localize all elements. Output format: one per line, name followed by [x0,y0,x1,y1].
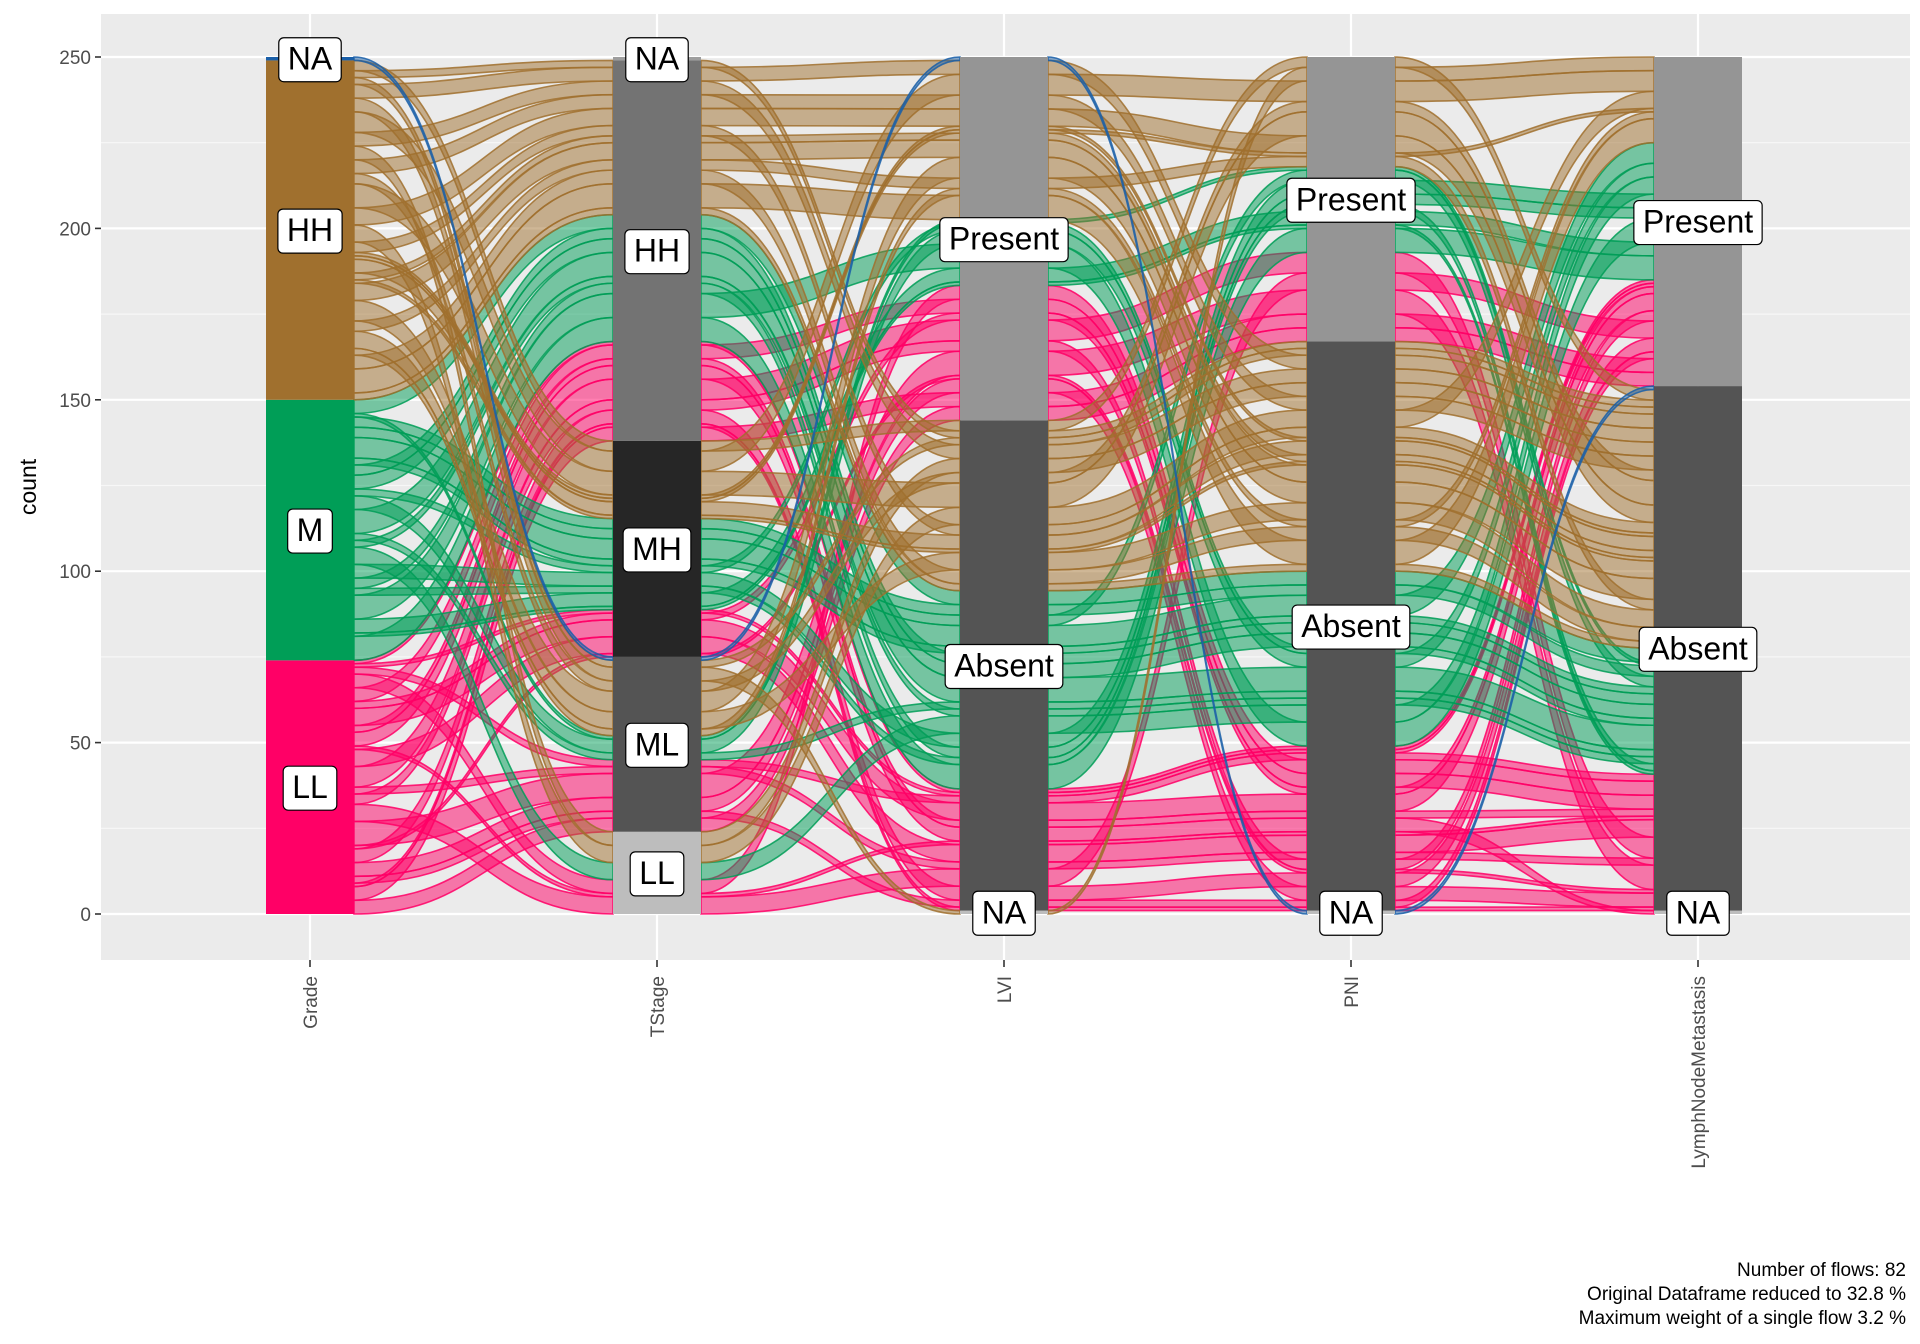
stratum-label: MH [632,531,682,567]
stratum-label-group: Present [1633,199,1763,246]
stratum-label: NA [1329,894,1374,930]
x-tick-label: PNI [1342,976,1363,1008]
stratum-label: Absent [1648,630,1748,666]
flows [353,56,1655,915]
y-tick-label: 50 [70,734,91,755]
stratum-label-box [624,229,690,275]
stratum-label-group: NA [625,37,689,83]
stratum-label: HH [287,212,333,248]
x-axis: Grade TStage LVI PNI LymphNodeMetastasis [301,960,1710,1169]
stratum-label-box [287,508,333,554]
y-tick-label: 250 [59,48,91,69]
stratum-label-group: Absent [1638,626,1758,672]
caption-line: Original Dataframe reduced to 32.8 % [1587,1284,1906,1305]
stratum-label: LL [639,855,675,891]
caption-line: Number of flows: 82 [1737,1260,1906,1281]
stratum-label-group: NA [1666,890,1730,936]
stratum-labels: LL M HH NA LL ML MH HH NA NA Absent Present NA Absent… [277,37,1763,936]
stratum-label-group: M [287,508,333,554]
stratum-label-group: Absent [1291,604,1411,650]
stratum-label: Present [1643,204,1753,240]
stratum-label-box [944,643,1064,690]
y-tick-label: 100 [59,562,91,583]
stratum-label-box [939,217,1069,263]
stratum-label-box [1319,890,1383,936]
stratum-label-group: HH [624,229,690,275]
stratum-label-box [1286,177,1416,223]
stratum-label: Absent [1301,608,1401,644]
stratum-label-box [1666,890,1730,936]
stratum-label-group: NA [972,890,1036,936]
stratum-label: NA [1676,894,1721,930]
stratum-label-box [625,37,689,83]
x-tick-label: LymphNodeMetastasis [1689,976,1710,1169]
stratum-label: M [297,512,324,548]
stratum-label: LL [292,769,328,805]
flow-band [1047,899,1308,908]
stratum-label: NA [288,41,333,77]
stratum-label-box [622,527,692,573]
stratum-label-box [278,37,342,83]
stratum-label-group: MH [622,527,692,573]
stratum-label-box [972,890,1036,936]
stratum-label-group: Absent [944,643,1064,690]
stratum-label-group: ML [625,722,689,768]
stratum-label-box [1638,626,1758,672]
stratum-label-group: HH [277,208,343,254]
stratum-label-group: LL [629,851,685,897]
stratum-label-group: Present [1286,177,1416,223]
x-tick-label: LVI [995,976,1016,1003]
y-axis: 0 50 100 150 200 250 [59,48,101,926]
stratum-label: HH [634,233,680,269]
y-tick-label: 150 [59,391,91,412]
stratum-label-box [625,722,689,768]
stratum-label-box [1291,604,1411,650]
stratum-label: NA [635,41,680,77]
stratum-label-group: Present [939,217,1069,263]
y-tick-label: 0 [80,905,91,926]
caption: Number of flows: 82 Original Dataframe re… [1579,1260,1906,1329]
stratum-label-box [629,851,685,897]
x-tick-label: TStage [648,976,669,1037]
x-tick-label: Grade [301,976,322,1029]
stratum-label-group: LL [282,765,338,811]
stratum-label: Absent [954,647,1054,683]
flow-band [1394,808,1655,819]
y-axis-title: count [15,458,41,515]
stratum-label: Present [1296,181,1406,217]
y-tick-label: 200 [59,219,91,240]
stratum-label-box [282,765,338,811]
stratum-label-box [1633,199,1763,246]
flow-band [700,107,961,128]
caption-line: Maximum weight of a single flow 3.2 % [1579,1308,1906,1329]
stratum-label: Present [949,221,1059,257]
stratum-label: NA [982,894,1027,930]
stratum-label-box [277,208,343,254]
stratum-label-group: NA [278,37,342,83]
stratum-label-group: NA [1319,890,1383,936]
stratum-label: ML [635,726,679,762]
